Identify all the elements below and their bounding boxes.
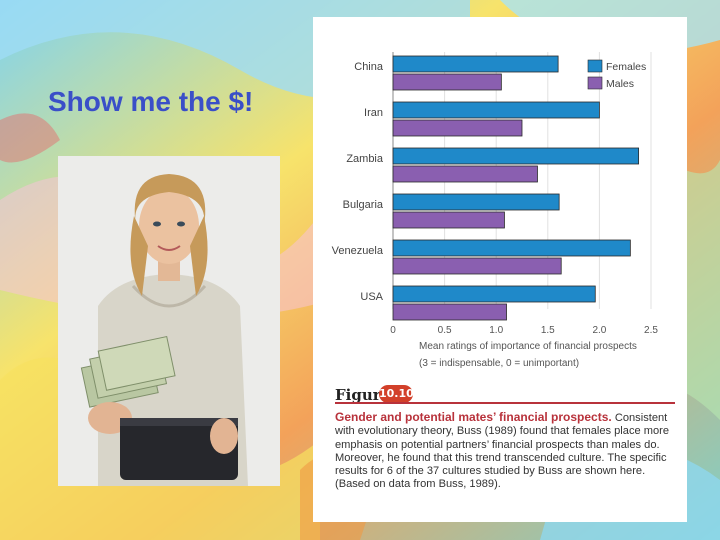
bar-iran-females [392,101,600,119]
category-label: USA [360,291,383,303]
legend: Females Males [587,59,646,90]
bar-venezuela-males [392,257,562,275]
figure-caption: Gender and potential mates’ financial pr… [335,410,677,492]
figure-panel: China Iran Zambia Bulgaria Venezuela USA 0 0.5… [313,17,687,522]
x-axis-label-line1: Mean ratings of importance of financial … [419,341,637,352]
woman-holding-money-photo [58,156,280,486]
x-tick-label: 2.5 [644,325,658,336]
x-tick-label: 1.0 [489,325,503,336]
caption-body: Consistent with evolutionary theory, Bus… [335,412,670,491]
caption-title: Gender and potential mates’ financial pr… [335,410,612,424]
category-label: Iran [364,107,383,119]
bar-chart: China Iran Zambia Bulgaria Venezuela USA 0 0.5… [332,52,658,369]
figure-word: Figure [335,386,391,404]
x-tick-label: 0.5 [438,325,452,336]
bar-china-males [392,73,502,91]
category-label: China [354,61,384,73]
slide-title: Show me the $! [48,86,254,117]
bar-zambia-males [392,165,538,183]
legend-swatch-males [587,76,603,90]
bar-usa-males [392,303,507,321]
figure-heading: Figure 10.10 [335,385,675,405]
figure-rule [335,402,675,404]
figure-number-badge: 10.10 [379,385,414,403]
category-label: Bulgaria [343,199,384,211]
category-label: Zambia [346,153,384,165]
bar-bulgaria-males [392,211,505,229]
x-axis-label-line2: (3 = indispensable, 0 = unimportant) [419,358,579,369]
legend-swatch-females [587,59,603,73]
category-label: Venezuela [332,245,384,257]
legend-label-males: Males [606,78,634,90]
bar-zambia-females [392,147,640,165]
x-tick-label: 2.0 [592,325,606,336]
x-tick-label: 1.5 [541,325,555,336]
bar-china-females [392,55,559,73]
bar-usa-females [392,285,596,303]
bar-bulgaria-females [392,193,560,211]
legend-label-females: Females [606,61,646,73]
bar-iran-males [392,119,523,137]
bar-venezuela-females [392,239,631,257]
x-tick-label: 0 [390,325,396,336]
